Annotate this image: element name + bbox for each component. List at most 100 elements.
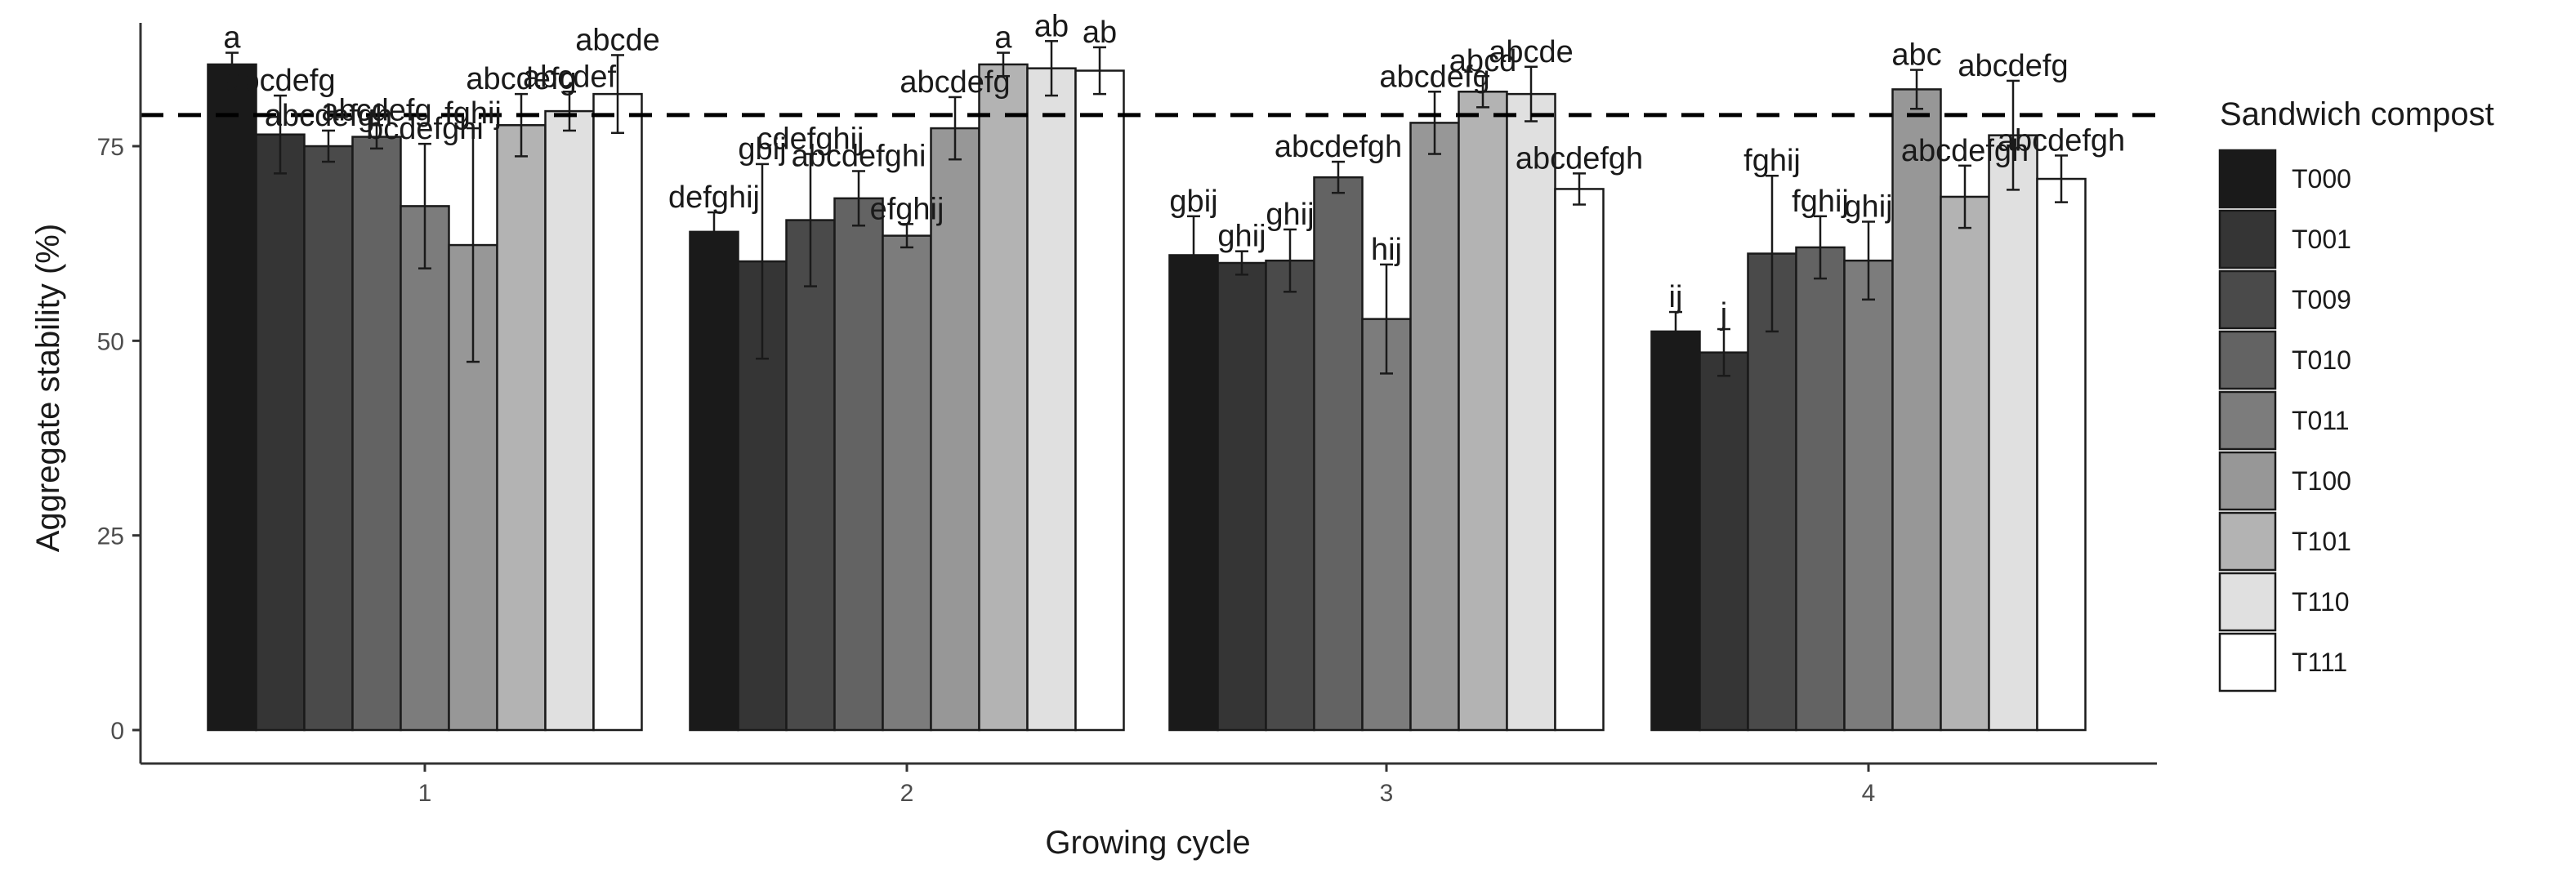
- bar: [1265, 259, 1315, 732]
- bar: [1458, 91, 1508, 732]
- legend-label: T011: [2292, 406, 2350, 435]
- bar-significance-label: abcde: [1489, 35, 1574, 69]
- legend-items: T000 T001 T009 T010 T011 T100 T101 T110 T111: [2218, 149, 2351, 692]
- bar-significance-label: abcdefg: [900, 65, 1010, 100]
- bar: [303, 145, 354, 732]
- bar: [2036, 177, 2087, 732]
- bar-significance-label: efghij: [870, 192, 944, 226]
- bar: [400, 205, 450, 732]
- bar-significance-label: cdefghij: [757, 122, 864, 157]
- legend-swatch: [2218, 269, 2277, 330]
- y-tick-label: 25: [97, 523, 124, 550]
- legend-swatch: [2218, 632, 2277, 692]
- bar: [1506, 92, 1556, 732]
- bar-significance-label: fghij: [1792, 185, 1849, 219]
- x-tick-label: 4: [1862, 780, 1876, 807]
- bar: [1988, 134, 2038, 732]
- bar-significance-label: ghij: [1217, 220, 1266, 254]
- bar-significance-label: abcd: [1449, 44, 1516, 78]
- bar-significance-label: a: [994, 21, 1012, 56]
- x-axis-title: Growing cycle: [1045, 825, 1250, 861]
- bar: [1361, 318, 1412, 732]
- x-axis: 1 2 3 4: [141, 762, 2157, 807]
- bar: [1843, 259, 1894, 732]
- bar-significance-label: gbij: [738, 132, 786, 167]
- bar: [1217, 261, 1267, 732]
- bar-labels-layer: aabcdefgabcdefghabcdefgbcdefghifghijabcd…: [223, 9, 2125, 332]
- x-tick-label: 3: [1380, 780, 1394, 807]
- bar: [1168, 254, 1219, 732]
- legend-label: T001: [2292, 225, 2351, 254]
- bar-significance-label: fghij: [1743, 144, 1801, 178]
- bar-significance-label: ij: [1669, 280, 1683, 314]
- bar-significance-label: abcdefg: [1379, 60, 1489, 94]
- y-tick-label: 0: [110, 718, 124, 745]
- bar: [544, 109, 595, 732]
- bar-significance-label: defghij: [668, 180, 760, 215]
- legend-label: T009: [2292, 285, 2351, 314]
- bar: [978, 63, 1029, 732]
- bar: [785, 219, 836, 732]
- y-tick-label: 50: [97, 328, 124, 355]
- bar-significance-label: abcdefg: [225, 64, 335, 98]
- bar: [1891, 88, 1942, 732]
- bar: [1940, 195, 1990, 732]
- bar-significance-label: abcdefgh: [265, 99, 392, 133]
- bar-significance-label: ab: [1083, 16, 1117, 50]
- y-axis-title: Aggregate stability (%): [30, 224, 66, 552]
- legend-label: T101: [2292, 527, 2351, 556]
- bar-significance-label: abcdefg: [1958, 49, 2068, 83]
- legend-swatch: [2218, 149, 2277, 209]
- legend-label: T110: [2292, 587, 2350, 617]
- bar: [207, 63, 257, 732]
- bar: [496, 124, 547, 732]
- bar: [1313, 176, 1364, 732]
- bar: [1650, 330, 1701, 732]
- bar-significance-label: abcdefg: [321, 93, 431, 127]
- bar: [882, 234, 932, 732]
- y-tick-label: 75: [97, 134, 124, 161]
- bar: [1554, 188, 1605, 732]
- legend: Sandwich compost T000 T001 T009 T010 T011 T10…: [2218, 96, 2494, 692]
- errorbars-layer: [225, 40, 2068, 377]
- legend-label: T111: [2292, 648, 2347, 677]
- bar-significance-label: ghij: [1844, 189, 1892, 224]
- bar-significance-label: j: [1720, 297, 1727, 332]
- bar-significance-label: abcdefgh: [1901, 134, 2029, 168]
- bar: [1699, 351, 1749, 732]
- bar: [1409, 122, 1460, 732]
- legend-swatch: [2218, 390, 2277, 451]
- legend-swatch: [2218, 209, 2277, 269]
- bar-significance-label: fghij: [444, 96, 502, 131]
- bar-significance-label: abc: [1891, 38, 1941, 73]
- legend-swatch: [2218, 330, 2277, 390]
- bar: [592, 92, 643, 732]
- bar: [833, 197, 884, 732]
- legend-swatch: [2218, 511, 2277, 572]
- bar: [351, 136, 402, 732]
- bar: [1074, 69, 1125, 732]
- legend-label: T100: [2292, 466, 2351, 496]
- bar-significance-label: abcdefg: [466, 62, 576, 96]
- legend-swatch: [2218, 451, 2277, 511]
- legend-label: T000: [2292, 164, 2351, 194]
- bar-significance-label: abcdefgh: [1275, 130, 1402, 164]
- bar: [930, 127, 980, 732]
- legend-swatch: [2218, 572, 2277, 632]
- bar-significance-label: bcdefghi: [366, 112, 484, 146]
- bar-significance-label: ab: [1034, 9, 1069, 43]
- bar-significance-label: gbij: [1169, 185, 1217, 219]
- bar: [448, 243, 498, 732]
- bar-significance-label: abcdefgh: [1998, 123, 2125, 158]
- bar-significance-label: abcde: [575, 23, 660, 57]
- legend-title: Sandwich compost: [2220, 96, 2494, 132]
- bar-significance-label: abcdefghi: [792, 140, 926, 174]
- bar: [689, 230, 739, 732]
- y-axis: 0 25 50 75: [97, 23, 142, 764]
- bar-significance-label: abcdef: [523, 60, 617, 94]
- bars-layer: [207, 63, 2087, 732]
- bar: [1795, 246, 1846, 732]
- legend-label: T010: [2292, 345, 2351, 375]
- bar: [1026, 67, 1077, 732]
